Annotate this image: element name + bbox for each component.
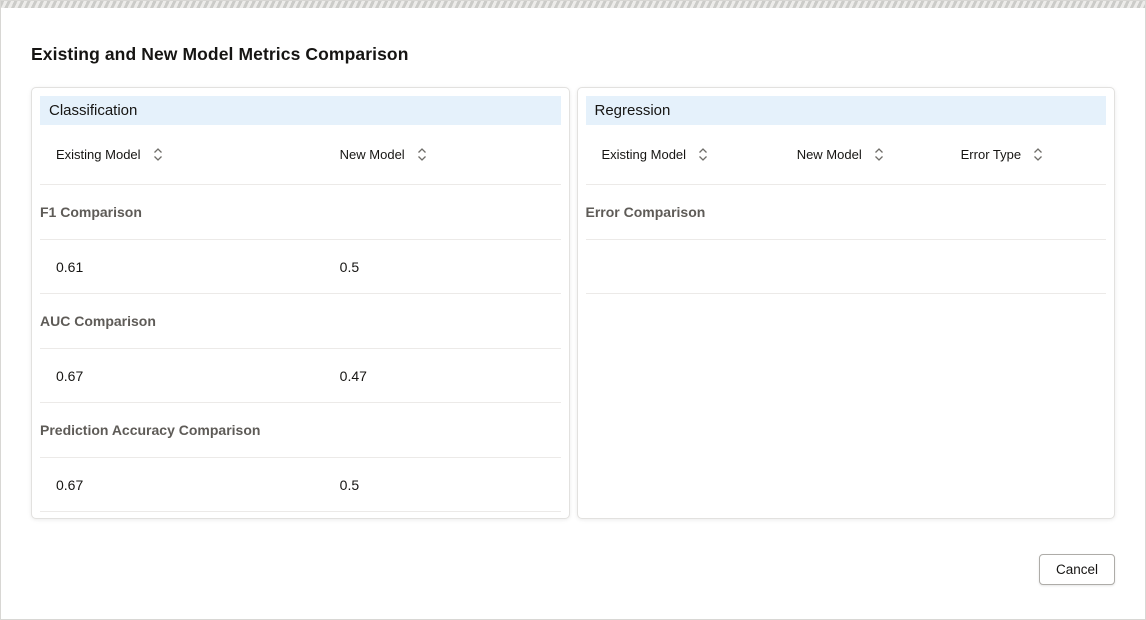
cell-existing-model: 0.67: [56, 476, 84, 493]
cell-existing-model: 0.67: [56, 367, 84, 384]
group-label: AUC Comparison: [40, 313, 156, 329]
sort-chevron-up-down-icon[interactable]: [417, 147, 427, 162]
sort-chevron-up-down-icon[interactable]: [874, 147, 884, 162]
classification-panel: Classification Existing Model New Model: [31, 87, 570, 519]
sort-chevron-up-down-icon[interactable]: [698, 147, 708, 162]
cancel-button[interactable]: Cancel: [1038, 554, 1115, 585]
column-label: Existing Model: [601, 147, 687, 162]
group-label: F1 Comparison: [40, 204, 142, 220]
sort-chevron-up-down-icon[interactable]: [1033, 147, 1043, 162]
panel-title: Classification: [49, 102, 138, 119]
data-row-prediction-accuracy: 0.67 0.5: [40, 458, 561, 512]
sort-header-new-model[interactable]: New Model: [324, 147, 561, 162]
classification-column-header-row: Existing Model New Model: [40, 125, 561, 185]
column-label: Error Type: [960, 147, 1022, 162]
group-row-f1-comparison: F1 Comparison: [40, 185, 561, 240]
data-row-f1: 0.61 0.5: [40, 240, 561, 294]
sort-header-error-type[interactable]: Error Type: [945, 147, 1106, 162]
cell-new-model: 0.47: [339, 367, 367, 384]
cell-existing-model: 0.61: [56, 258, 84, 275]
column-label: New Model: [796, 147, 862, 162]
data-row-error-empty: [585, 240, 1106, 294]
group-row-prediction-accuracy-comparison: Prediction Accuracy Comparison: [40, 403, 561, 458]
column-label: New Model: [339, 147, 405, 162]
group-label: Error Comparison: [585, 204, 706, 220]
footer-action-bar: Cancel: [31, 554, 1115, 585]
sort-header-existing-model[interactable]: Existing Model: [40, 147, 324, 162]
group-row-error-comparison: Error Comparison: [585, 185, 1106, 240]
page-title: Existing and New Model Metrics Compariso…: [31, 44, 409, 64]
sort-header-existing-model[interactable]: Existing Model: [586, 147, 781, 162]
panel-title: Regression: [594, 102, 671, 119]
top-decorative-border: [1, 1, 1145, 8]
regression-panel-header: Regression: [585, 96, 1106, 125]
group-label: Prediction Accuracy Comparison: [40, 422, 261, 438]
regression-column-header-row: Existing Model New Model: [585, 125, 1106, 185]
cell-new-model: 0.5: [339, 476, 360, 493]
content-area: Existing and New Model Metrics Compariso…: [1, 44, 1145, 585]
cell-new-model: 0.5: [339, 258, 360, 275]
classification-panel-header: Classification: [40, 96, 561, 125]
group-row-auc-comparison: AUC Comparison: [40, 294, 561, 349]
column-label: Existing Model: [56, 147, 141, 162]
sort-chevron-up-down-icon[interactable]: [153, 147, 163, 162]
data-row-auc: 0.67 0.47: [40, 349, 561, 403]
regression-panel: Regression Existing Model New Model: [576, 87, 1115, 519]
sort-header-new-model[interactable]: New Model: [781, 147, 945, 162]
panels-container: Classification Existing Model New Model: [31, 87, 1115, 519]
